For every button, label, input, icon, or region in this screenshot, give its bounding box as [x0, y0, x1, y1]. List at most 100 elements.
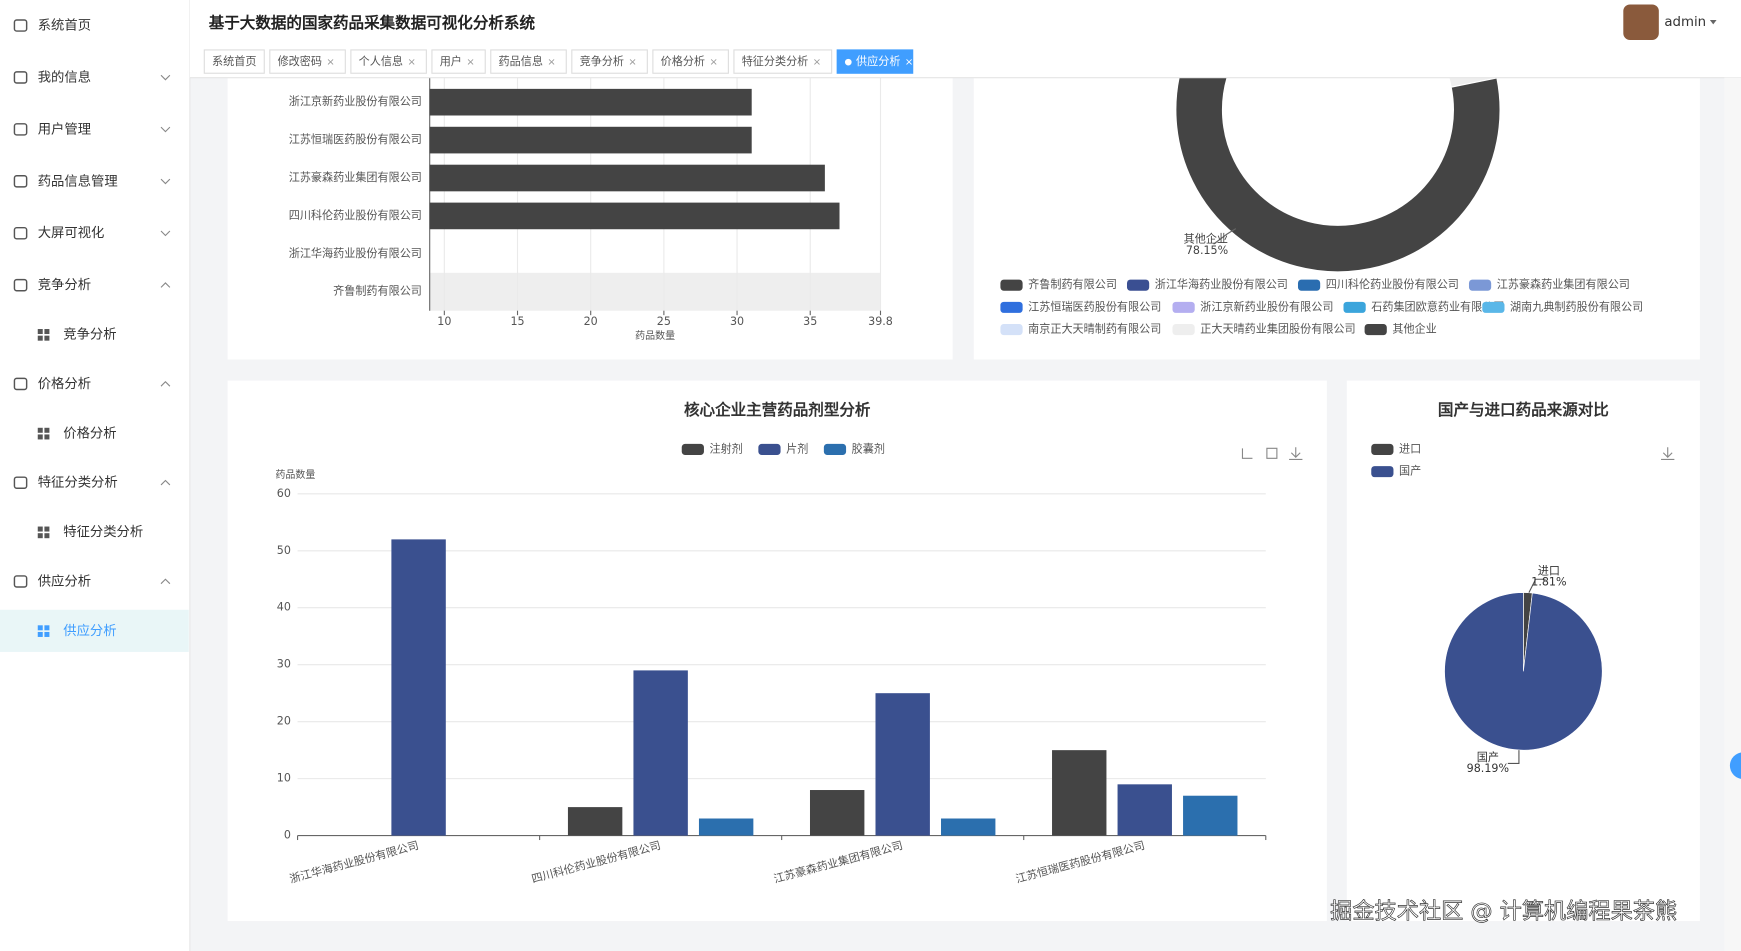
- legend-swatch[interactable]: [1364, 324, 1387, 336]
- legend-swatch[interactable]: [681, 443, 704, 455]
- tab[interactable]: [431, 49, 486, 74]
- slice-name: 其他企业: [1184, 232, 1228, 246]
- legend-label[interactable]: 四川科伦药业股份有限公司: [1326, 277, 1459, 291]
- legend-label[interactable]: 石药集团欧意药业有限公司: [1371, 299, 1504, 313]
- menu-item[interactable]: 用户管理: [38, 120, 91, 137]
- download-icon[interactable]: [1661, 447, 1675, 460]
- toolbox-icon[interactable]: [1266, 447, 1278, 459]
- x-tick-label: 35: [803, 315, 817, 328]
- tab-label[interactable]: 竞争分析: [580, 54, 624, 68]
- tab[interactable]: [571, 49, 648, 74]
- user-name[interactable]: admin: [1664, 15, 1706, 30]
- legend-swatch[interactable]: [1172, 324, 1195, 336]
- tab-close[interactable]: ×: [407, 57, 415, 68]
- tab[interactable]: [652, 49, 729, 74]
- legend-swatch[interactable]: [758, 443, 781, 455]
- submenu-item[interactable]: 价格分析: [63, 425, 116, 441]
- y-tick-label: 30: [277, 658, 291, 671]
- tab-close[interactable]: ×: [466, 57, 474, 68]
- menu-item[interactable]: 特征分类分析: [38, 475, 118, 491]
- tab-close[interactable]: ×: [628, 57, 636, 68]
- y-tick-label: 浙江华海药业股份有限公司: [289, 246, 422, 260]
- legend-label[interactable]: 进口: [1399, 442, 1421, 455]
- menu-chevron: [160, 282, 171, 288]
- legend-label[interactable]: 齐鲁制药有限公司: [1028, 277, 1117, 291]
- menu-item[interactable]: 大屏可视化: [38, 225, 105, 241]
- menu-item[interactable]: 供应分析: [38, 572, 91, 589]
- legend-label[interactable]: 其他企业: [1392, 322, 1436, 336]
- tab-close[interactable]: ×: [326, 57, 334, 68]
- tab[interactable]: [836, 49, 914, 74]
- legend-swatch[interactable]: [1371, 443, 1394, 455]
- legend-swatch[interactable]: [1482, 301, 1505, 313]
- legend-label[interactable]: 湖南九典制药股份有限公司: [1510, 299, 1643, 313]
- tab-close[interactable]: ×: [813, 57, 821, 68]
- bar: [391, 539, 446, 836]
- toolbox-icon[interactable]: [1241, 448, 1253, 459]
- tab-label[interactable]: 特征分类分析: [742, 54, 809, 68]
- tab[interactable]: [203, 49, 265, 74]
- tab-label[interactable]: 修改密码: [278, 54, 322, 68]
- legend-swatch[interactable]: [1000, 301, 1023, 313]
- legend-label[interactable]: 浙江京新药业股份有限公司: [1200, 299, 1333, 313]
- bar: [429, 164, 825, 192]
- menu-icon: [13, 123, 28, 136]
- legend-label[interactable]: 江苏恒瑞医药股份有限公司: [1028, 299, 1161, 313]
- menu-icon: [13, 19, 28, 32]
- submenu-icon: [37, 335, 43, 341]
- submenu-icon: [44, 526, 50, 532]
- submenu-item[interactable]: 竞争分析: [63, 326, 116, 343]
- tab[interactable]: [269, 49, 346, 74]
- legend-label[interactable]: 正大天晴药业集团股份有限公司: [1200, 322, 1355, 336]
- float-button[interactable]: [1729, 752, 1741, 779]
- legend-swatch[interactable]: [1468, 279, 1492, 291]
- tab[interactable]: [733, 49, 833, 74]
- y-tick-label: 40: [277, 601, 291, 614]
- user-caret[interactable]: [1709, 19, 1717, 25]
- tab-label[interactable]: 供应分析: [856, 54, 900, 68]
- bar: [429, 88, 752, 116]
- legend-label[interactable]: 片剂: [786, 441, 808, 455]
- menu-item[interactable]: 价格分析: [38, 376, 91, 392]
- bar: [567, 807, 623, 836]
- panel: [973, 77, 1700, 360]
- toolbox-icon[interactable]: [1289, 447, 1303, 460]
- menu-item[interactable]: 药品信息管理: [38, 172, 118, 189]
- legend-swatch[interactable]: [1297, 279, 1321, 291]
- scrollbar[interactable]: [1724, 77, 1741, 951]
- menu-item[interactable]: 系统首页: [38, 18, 91, 34]
- tab-label[interactable]: 系统首页: [212, 54, 256, 68]
- tab-label[interactable]: 价格分析: [661, 54, 705, 68]
- legend-swatch[interactable]: [823, 443, 847, 455]
- legend-swatch[interactable]: [1172, 301, 1195, 313]
- legend-swatch[interactable]: [1371, 466, 1394, 478]
- tab-label[interactable]: 个人信息: [359, 54, 403, 68]
- submenu-item[interactable]: 供应分析: [63, 622, 116, 639]
- legend-swatch[interactable]: [1343, 301, 1366, 313]
- tab-close[interactable]: ×: [710, 57, 718, 68]
- legend-label[interactable]: 注射剂: [710, 441, 743, 455]
- legend-swatch[interactable]: [1000, 324, 1023, 336]
- tab-label[interactable]: 药品信息: [499, 54, 543, 68]
- legend-swatch[interactable]: [1000, 279, 1023, 291]
- legend-swatch[interactable]: [1126, 279, 1150, 291]
- menu-icon: [13, 71, 28, 84]
- submenu-item[interactable]: 特征分类分析: [63, 524, 143, 540]
- legend-label[interactable]: 国产: [1399, 464, 1421, 478]
- legend-label[interactable]: 胶囊剂: [852, 441, 885, 455]
- menu-item[interactable]: 我的信息: [38, 68, 91, 85]
- avatar[interactable]: [1623, 4, 1659, 40]
- tab[interactable]: [490, 49, 567, 74]
- tab[interactable]: [350, 49, 427, 74]
- legend-label[interactable]: 南京正大天晴制药有限公司: [1028, 322, 1161, 336]
- legend-label[interactable]: 江苏豪森药业集团有限公司: [1497, 277, 1630, 291]
- tab-label[interactable]: 用户: [440, 54, 462, 68]
- menu-item[interactable]: 竞争分析: [38, 276, 91, 293]
- legend-label[interactable]: 浙江华海药业股份有限公司: [1155, 277, 1288, 291]
- tab-close[interactable]: ×: [547, 57, 555, 68]
- tab-close[interactable]: ×: [905, 57, 913, 68]
- slice-name: 国产: [1477, 750, 1499, 764]
- axis-label: 药品数量: [275, 468, 315, 481]
- menu-chevron: [160, 578, 171, 585]
- bar: [1183, 795, 1238, 836]
